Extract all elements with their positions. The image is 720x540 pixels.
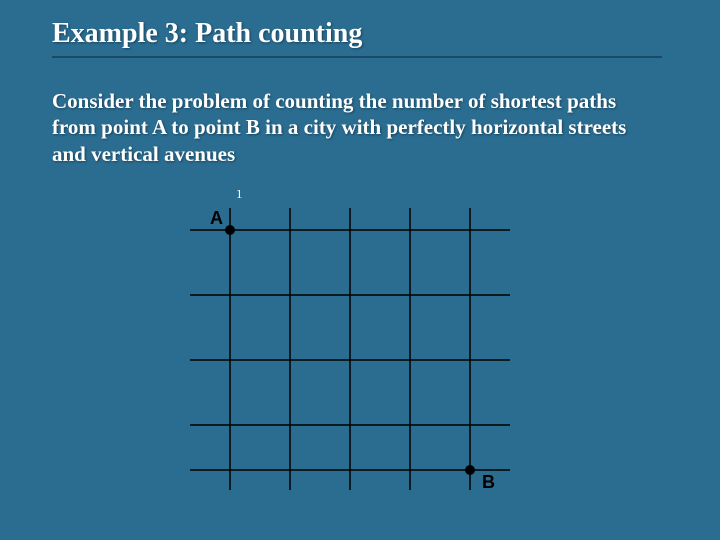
slide-title: Example 3: Path counting [52, 18, 362, 50]
grid-diagram: A B 1 [190, 190, 530, 520]
svg-text:A: A [210, 208, 223, 228]
svg-text:1: 1 [236, 190, 243, 201]
slide-body: Consider the problem of counting the num… [52, 88, 662, 167]
title-underline [52, 56, 662, 58]
svg-text:B: B [482, 472, 495, 492]
